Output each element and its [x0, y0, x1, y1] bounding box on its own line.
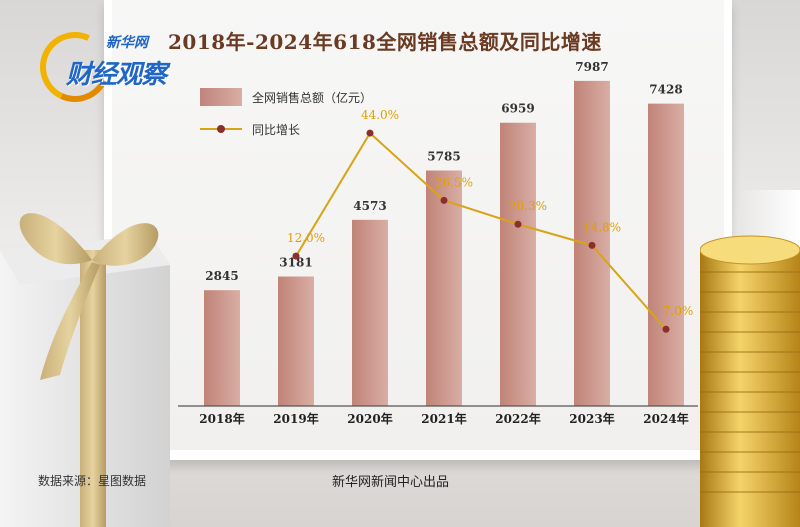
- growth-point: [292, 252, 300, 260]
- x-tick-label: 2019年: [273, 411, 318, 426]
- bar-value-label: 4573: [353, 199, 386, 213]
- growth-value-label: 12.0%: [287, 231, 325, 245]
- growth-line: [295, 131, 667, 330]
- bars-group: [204, 80, 684, 407]
- legend-bar-swatch-icon: [200, 88, 242, 106]
- x-tick-label: 2021年: [421, 411, 466, 426]
- growth-point: [440, 196, 448, 204]
- growth-value-label: 20.3%: [509, 199, 547, 213]
- xinhua-logo: 新华网 财经观察: [30, 22, 167, 112]
- bar-value-labels: 2845 3181 4573 5785 6959 7987 7428: [205, 60, 682, 283]
- growth-value-label: 26.5%: [435, 175, 473, 189]
- legend-item-line: 同比增长: [200, 120, 300, 138]
- growth-point: [366, 129, 374, 137]
- growth-value-label: 44.0%: [361, 108, 399, 122]
- legend-bar-label: 全网销售总额（亿元）: [252, 90, 373, 105]
- gold-coins-icon: [700, 235, 800, 527]
- growth-point: [588, 241, 596, 249]
- bar-value-label: 6959: [501, 102, 534, 116]
- growth-point: [662, 325, 670, 333]
- bar-0: [204, 290, 240, 406]
- bar-value-label: 7987: [575, 60, 608, 74]
- growth-value-label: -7.0%: [659, 304, 694, 318]
- bar-1: [278, 276, 314, 406]
- x-tick-labels: 2018年 2019年 2020年 2021年 2022年 2023年 2024年: [199, 411, 688, 426]
- bar-6: [648, 103, 684, 406]
- x-tick-label: 2020年: [347, 411, 392, 426]
- bar-value-label: 5785: [427, 150, 460, 164]
- logo-main-text: 财经观察: [66, 60, 167, 90]
- bar-3: [426, 170, 462, 406]
- data-source: 数据来源：星图数据: [38, 474, 147, 488]
- x-tick-label: 2023年: [569, 411, 614, 426]
- bar-value-label: 2845: [205, 269, 238, 283]
- x-tick-label: 2018年: [199, 411, 244, 426]
- bar-2: [352, 219, 388, 406]
- gift-box-icon: [0, 213, 170, 527]
- legend-item-bar: 全网销售总额（亿元）: [200, 88, 372, 106]
- x-tick-label: 2022年: [495, 411, 540, 426]
- legend-line-label: 同比增长: [252, 122, 301, 137]
- bar-value-label: 3181: [279, 256, 312, 270]
- bar-4: [500, 122, 536, 406]
- bar-value-label: 7428: [649, 83, 682, 97]
- publisher-credit: 新华网新闻中心出品: [332, 475, 450, 490]
- growth-value-label: 14.8%: [583, 220, 621, 234]
- growth-point: [514, 220, 522, 228]
- legend-line-swatch-icon: [200, 120, 242, 138]
- chart-title: 2018年-2024年618全网销售总额及同比增速: [168, 30, 602, 54]
- x-tick-label: 2024年: [643, 411, 688, 426]
- growth-line-group: 12.0% 44.0% 26.5% 20.3% 14.8% -7.0%: [287, 108, 693, 333]
- logo-top-text: 新华网: [106, 35, 148, 51]
